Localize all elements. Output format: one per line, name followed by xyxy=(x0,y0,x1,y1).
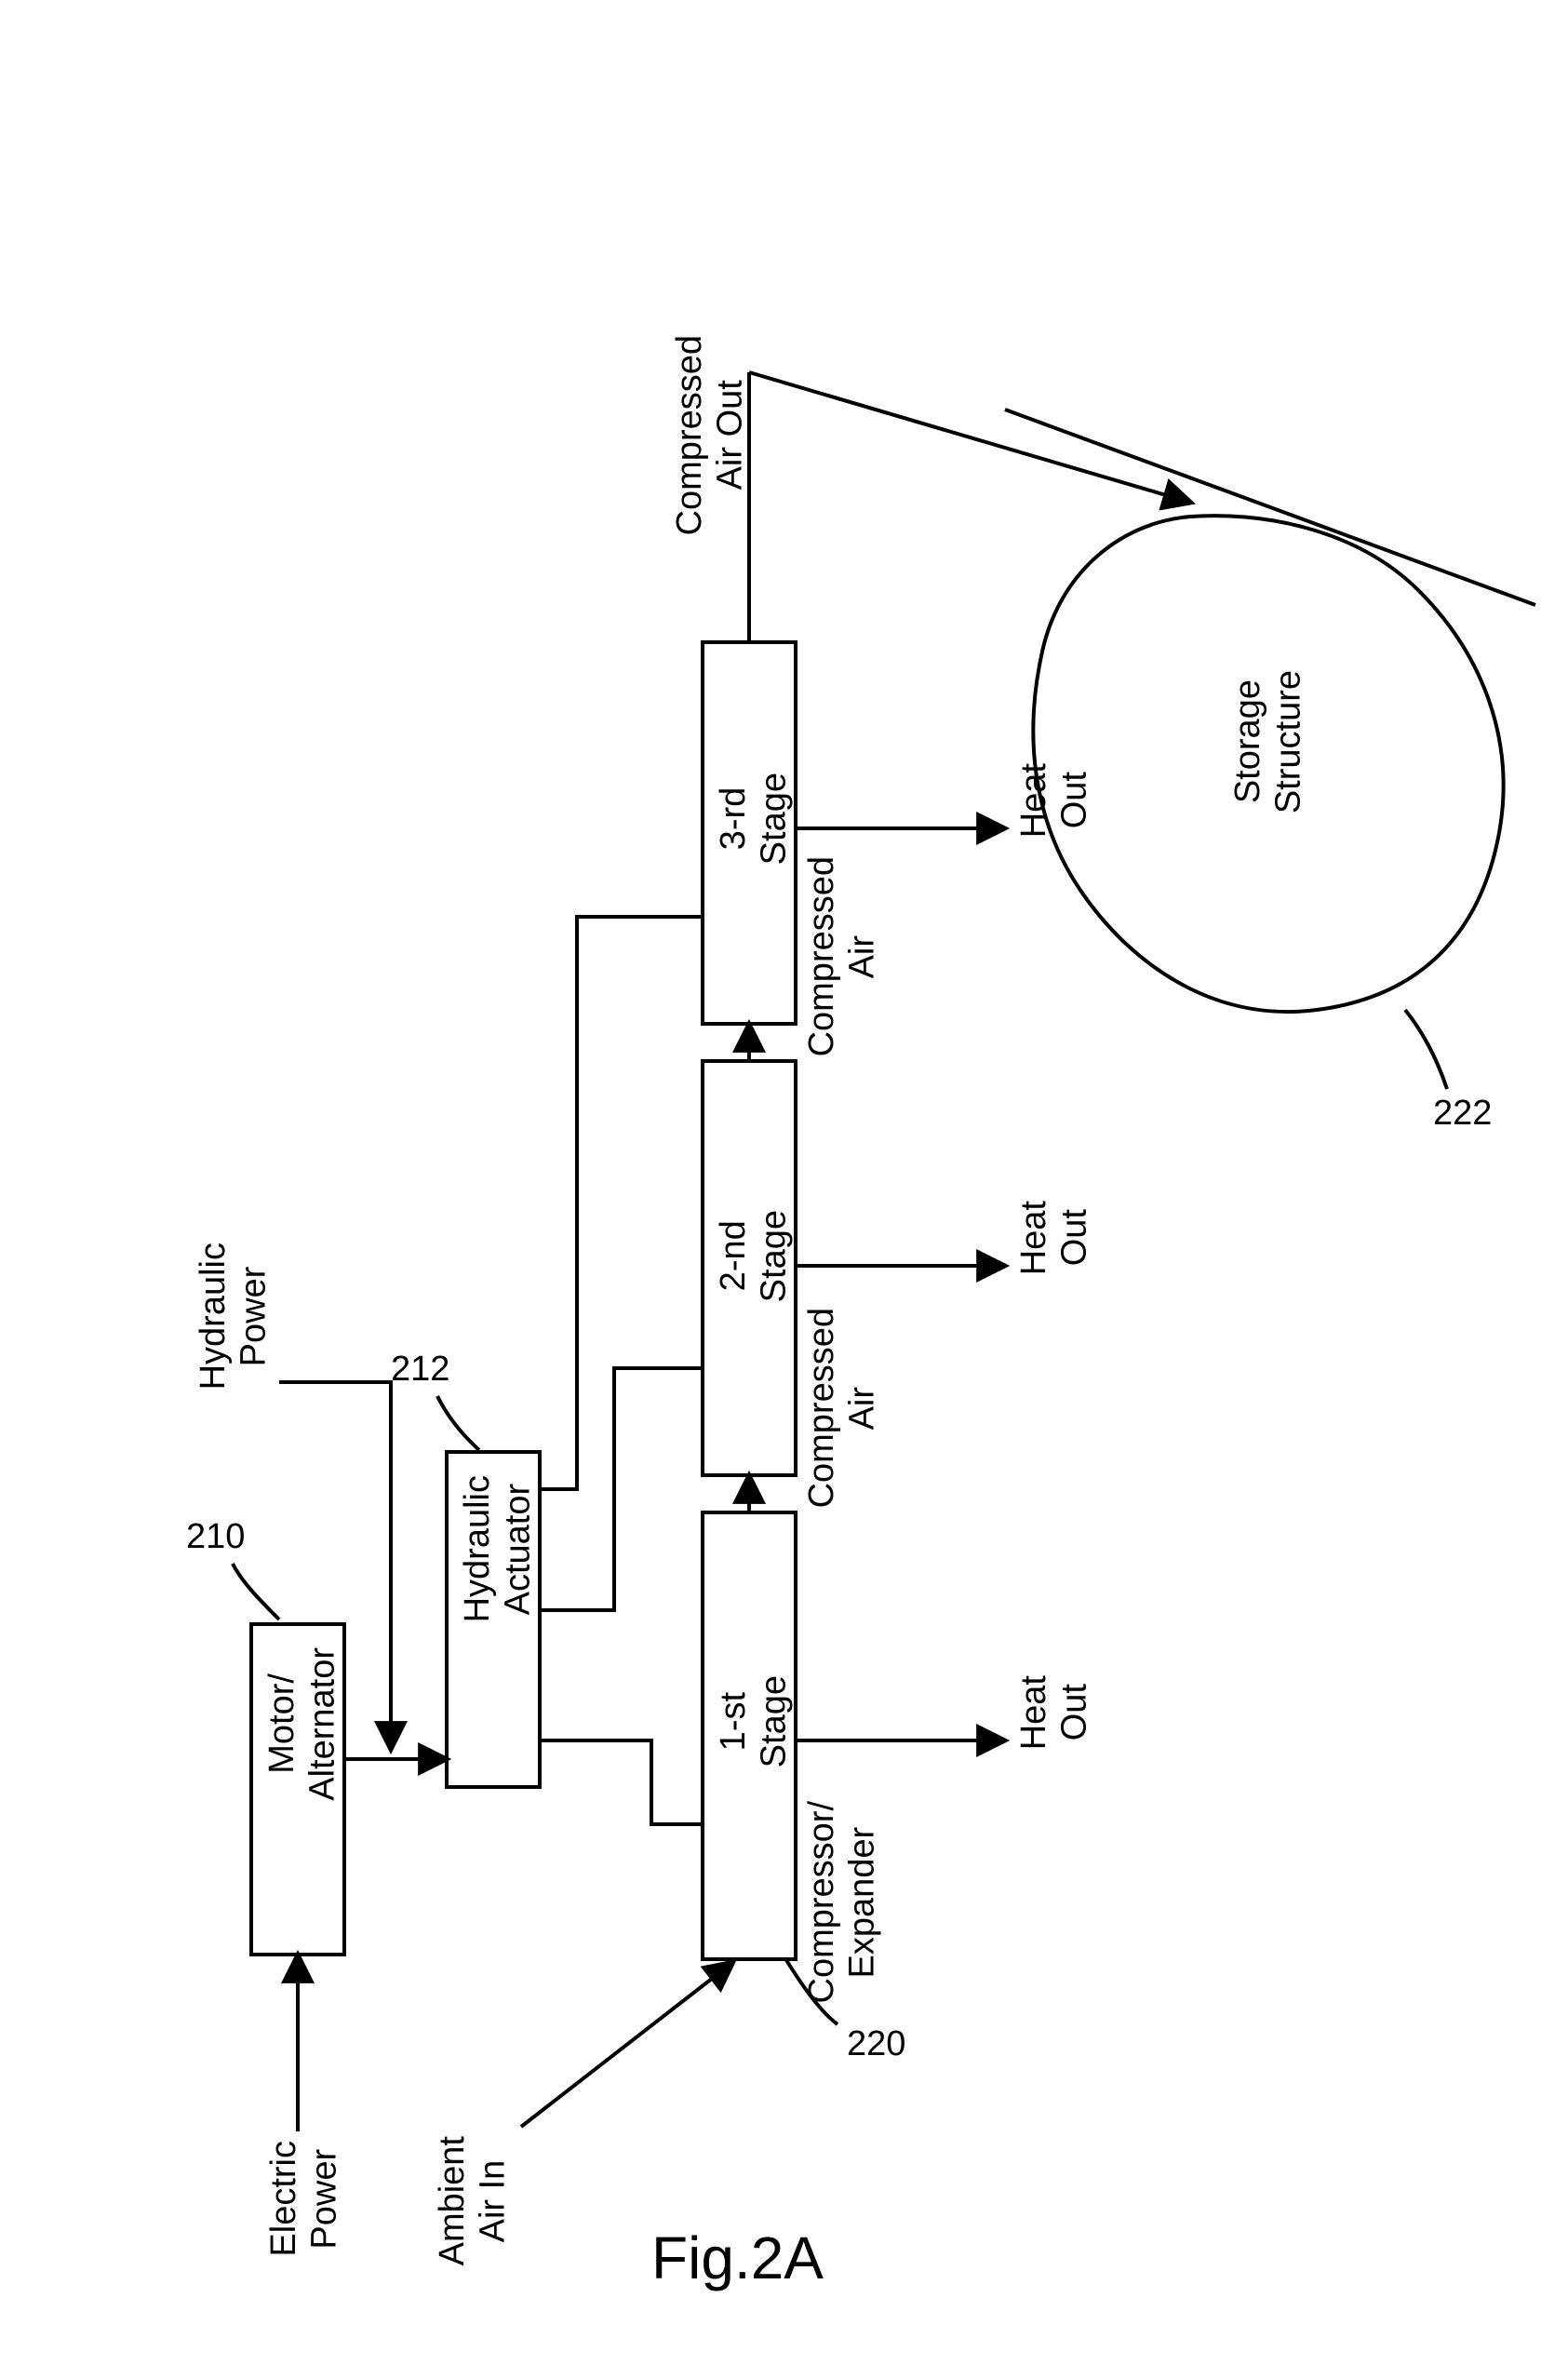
compressed-air-12-label: Compressed Air xyxy=(802,1308,883,1508)
diagram-svg xyxy=(0,0,1568,2365)
hydraulic-actuator-label: Hydraulic Actuator xyxy=(458,1475,539,1622)
motor-alternator-label: Motor/ Alternator xyxy=(262,1647,343,1801)
storage-structure-label: Storage Structure xyxy=(1228,670,1309,813)
hydraulic-power-label: Hydraulic Power xyxy=(194,1243,275,1390)
motor-alternator-ref: 210 xyxy=(186,1517,245,1558)
ambient-air-in-label: Ambient Air In xyxy=(433,2136,514,2265)
stage3-label: 3-rd Stage xyxy=(714,773,795,865)
compressed-air-23-label: Compressed Air xyxy=(802,856,883,1056)
heat-out-3-label: Heat Out xyxy=(1014,763,1095,838)
compressor-expander-ref: 220 xyxy=(847,2024,905,2065)
compressed-air-out-label: Compressed Air Out xyxy=(670,335,751,535)
heat-out-1-label: Heat Out xyxy=(1014,1675,1095,1750)
figure-caption: Fig.2A xyxy=(651,2224,824,2293)
compressor-expander-label: Compressor/ Expander xyxy=(802,1801,883,2004)
electric-power-label: Electric Power xyxy=(264,2141,345,2257)
storage-structure-ref: 222 xyxy=(1433,1094,1492,1135)
stage2-label: 2-nd Stage xyxy=(714,1210,795,1302)
diagram-canvas: Electric Power Motor/ Alternator 210 Hyd… xyxy=(0,0,1568,2365)
hydraulic-actuator-ref: 212 xyxy=(391,1350,449,1391)
stage1-label: 1-st Stage xyxy=(714,1675,795,1767)
heat-out-2-label: Heat Out xyxy=(1014,1201,1095,1275)
